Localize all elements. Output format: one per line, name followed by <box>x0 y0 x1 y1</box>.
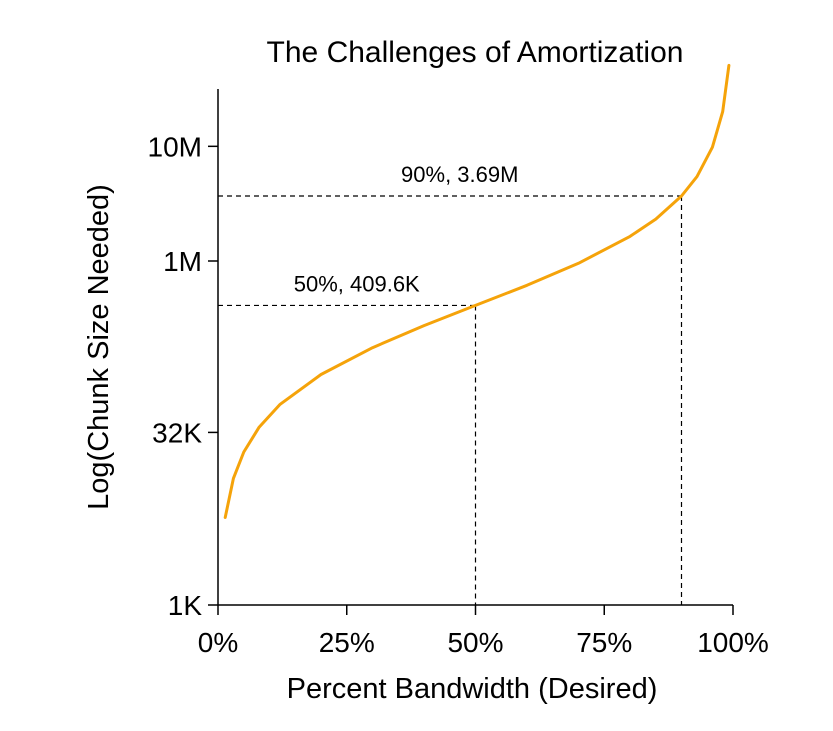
annotation-label: 50%, 409.6K <box>294 271 420 296</box>
x-tick-label: 0% <box>198 627 238 658</box>
plot-area: 0% 25% 50% 75% 100% 1K 32K 1M 10M 50%, 409.6K 90… <box>148 63 769 658</box>
x-tick-label: 75% <box>576 627 632 658</box>
y-axis-label: Log(Chunk Size Needed) <box>83 184 115 510</box>
y-tick-label: 1M <box>163 246 202 277</box>
y-tick-label: 32K <box>152 417 202 448</box>
x-tick-label: 50% <box>447 627 503 658</box>
y-tick-label: 1K <box>168 590 203 621</box>
y-axis-ticks: 1K 32K 1M 10M <box>148 131 218 621</box>
annotation-labels: 50%, 409.6K 90%, 3.69M <box>294 162 519 296</box>
annotation-label: 90%, 3.69M <box>401 162 518 187</box>
x-tick-label: 25% <box>319 627 375 658</box>
x-axis-label: Percent Bandwidth (Desired) <box>287 673 658 705</box>
annotation-guides <box>218 195 683 605</box>
chart-title: The Challenges of Amortization <box>267 36 684 69</box>
series-line <box>223 63 731 519</box>
x-tick-label: 100% <box>697 627 769 658</box>
y-tick-label: 10M <box>148 131 202 162</box>
x-axis-ticks: 0% 25% 50% 75% 100% <box>198 605 769 658</box>
